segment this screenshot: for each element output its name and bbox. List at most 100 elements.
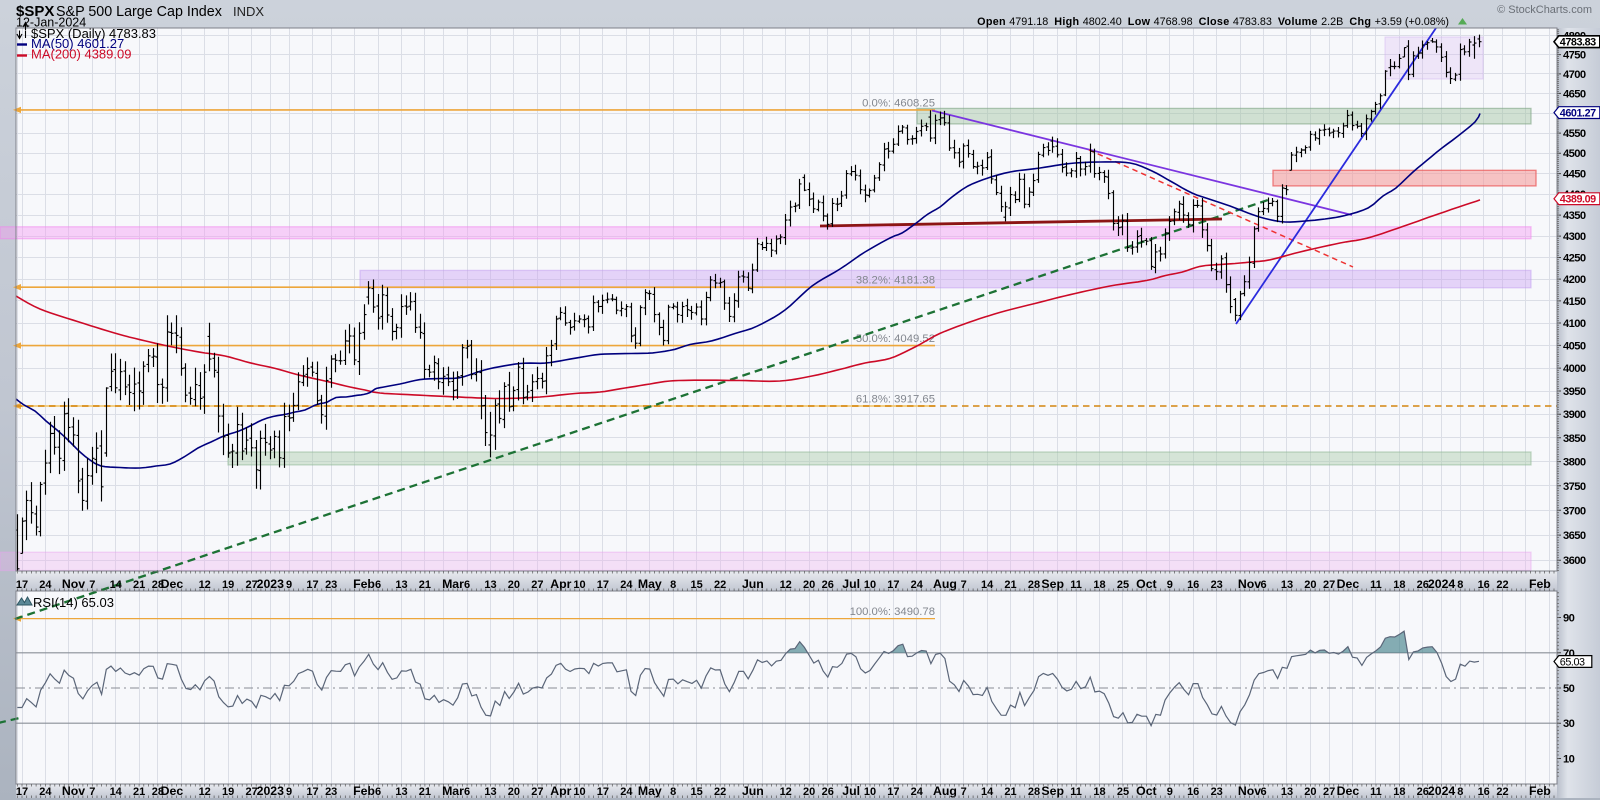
svg-text:Nov: Nov [1238, 784, 1261, 798]
svg-text:12: 12 [780, 786, 792, 798]
svg-text:65.03: 65.03 [1560, 656, 1585, 668]
svg-text:10: 10 [573, 786, 585, 798]
svg-text:$SPX: $SPX [16, 3, 54, 20]
svg-text:90: 90 [1563, 613, 1575, 625]
svg-text:Feb: Feb [353, 784, 375, 798]
svg-text:© StockCharts.com: © StockCharts.com [1497, 4, 1592, 16]
svg-text:Nov: Nov [1238, 577, 1261, 591]
svg-text:4783.83: 4783.83 [1560, 37, 1596, 49]
svg-text:7: 7 [961, 786, 967, 798]
svg-text:16: 16 [1478, 579, 1490, 591]
svg-text:28: 28 [152, 786, 164, 798]
svg-text:4450: 4450 [1563, 169, 1586, 181]
svg-text:RSI(14) 65.03: RSI(14) 65.03 [33, 595, 114, 610]
svg-text:Apr: Apr [550, 577, 571, 591]
svg-text:20: 20 [1304, 579, 1316, 591]
svg-text:4500: 4500 [1563, 148, 1586, 160]
svg-text:2024: 2024 [1428, 577, 1456, 591]
svg-text:Dec: Dec [1337, 577, 1360, 591]
svg-text:3650: 3650 [1563, 530, 1586, 542]
svg-text:Sep: Sep [1041, 577, 1064, 591]
svg-text:21: 21 [1004, 786, 1016, 798]
svg-text:23: 23 [325, 579, 337, 591]
svg-text:6: 6 [464, 786, 470, 798]
svg-text:4350: 4350 [1563, 210, 1586, 222]
svg-text:20: 20 [803, 786, 815, 798]
svg-text:17: 17 [16, 786, 28, 798]
svg-text:11: 11 [1070, 579, 1082, 591]
svg-text:50.0%: 4049.52: 50.0%: 4049.52 [856, 333, 935, 345]
svg-text:22: 22 [714, 786, 726, 798]
svg-text:13: 13 [1281, 579, 1293, 591]
svg-text:4050: 4050 [1563, 340, 1586, 352]
svg-text:4000: 4000 [1563, 363, 1586, 375]
svg-text:38.2%: 4181.38: 38.2%: 4181.38 [856, 275, 935, 287]
svg-text:11: 11 [1370, 579, 1382, 591]
svg-text:MA(50) 4601.27: MA(50) 4601.27 [31, 36, 124, 51]
svg-text:Dec: Dec [161, 784, 184, 798]
svg-text:May: May [638, 577, 662, 591]
svg-text:Oct: Oct [1136, 784, 1157, 798]
svg-text:4700: 4700 [1563, 69, 1586, 81]
svg-text:25: 25 [1117, 579, 1129, 591]
svg-text:13: 13 [1281, 786, 1293, 798]
svg-text:4650: 4650 [1563, 88, 1586, 100]
svg-text:May: May [638, 784, 662, 798]
svg-text:4250: 4250 [1563, 253, 1586, 265]
svg-text:19: 19 [222, 786, 234, 798]
svg-text:18: 18 [1093, 579, 1105, 591]
svg-text:Aug: Aug [933, 784, 957, 798]
svg-text:22: 22 [714, 579, 726, 591]
svg-text:24: 24 [911, 786, 924, 798]
svg-text:20: 20 [508, 579, 520, 591]
svg-text:19: 19 [222, 579, 234, 591]
svg-text:13: 13 [484, 579, 496, 591]
svg-text:9: 9 [286, 786, 292, 798]
svg-text:100.0%: 3490.78: 100.0%: 3490.78 [850, 606, 935, 618]
svg-text:26: 26 [822, 786, 834, 798]
svg-text:4150: 4150 [1563, 296, 1586, 308]
svg-text:4200: 4200 [1563, 274, 1586, 286]
svg-text:28: 28 [1028, 579, 1040, 591]
svg-text:18: 18 [1393, 579, 1405, 591]
svg-text:27: 27 [1323, 579, 1335, 591]
svg-text:15: 15 [690, 786, 702, 798]
svg-text:17: 17 [887, 579, 899, 591]
svg-text:21: 21 [133, 579, 145, 591]
svg-text:27: 27 [531, 579, 543, 591]
svg-text:Feb: Feb [1529, 577, 1551, 591]
svg-text:30: 30 [1563, 718, 1575, 730]
svg-text:23: 23 [325, 786, 337, 798]
svg-text:4550: 4550 [1563, 128, 1586, 140]
svg-text:12-Jan-2024: 12-Jan-2024 [16, 16, 86, 30]
svg-text:12: 12 [199, 786, 211, 798]
svg-text:14: 14 [981, 579, 994, 591]
svg-text:26: 26 [1417, 579, 1429, 591]
svg-text:24: 24 [39, 786, 52, 798]
svg-text:10: 10 [573, 579, 585, 591]
svg-text:26: 26 [822, 579, 834, 591]
svg-text:2024: 2024 [1428, 784, 1456, 798]
svg-text:25: 25 [1117, 786, 1129, 798]
svg-text:2023: 2023 [257, 784, 285, 798]
svg-text:Oct: Oct [1136, 577, 1157, 591]
svg-text:Nov: Nov [62, 784, 85, 798]
svg-text:Jul: Jul [842, 784, 860, 798]
svg-text:10: 10 [864, 786, 876, 798]
svg-text:17: 17 [306, 579, 318, 591]
svg-text:3900: 3900 [1563, 409, 1586, 421]
svg-text:Apr: Apr [550, 784, 571, 798]
svg-text:23: 23 [1211, 786, 1223, 798]
svg-text:7: 7 [89, 579, 95, 591]
svg-text:12: 12 [780, 579, 792, 591]
svg-text:4601.27: 4601.27 [1560, 108, 1596, 120]
svg-text:3850: 3850 [1563, 433, 1586, 445]
svg-text:Dec: Dec [161, 577, 184, 591]
svg-text:8: 8 [670, 786, 676, 798]
svg-text:16: 16 [1187, 786, 1199, 798]
svg-text:50: 50 [1563, 683, 1575, 695]
svg-text:22: 22 [1496, 786, 1508, 798]
svg-text:15: 15 [690, 579, 702, 591]
svg-text:Nov: Nov [62, 577, 85, 591]
svg-text:20: 20 [1304, 786, 1316, 798]
